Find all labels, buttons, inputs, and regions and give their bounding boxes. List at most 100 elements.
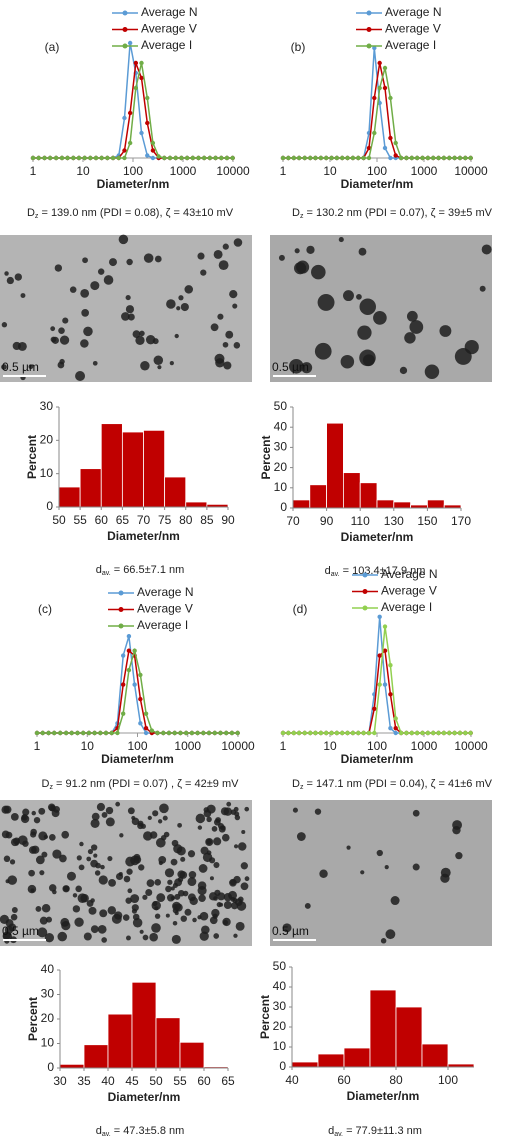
data-point (356, 155, 361, 161)
particle (479, 285, 486, 292)
particle (177, 889, 185, 897)
caption-text: = 130.2 nm (PDI = 0.07), ζ = 39±5 mV (303, 207, 492, 219)
x-tick-label: 50 (52, 513, 66, 527)
legend-marker (122, 27, 128, 32)
particle (241, 829, 246, 835)
particle (79, 841, 84, 847)
data-point (127, 110, 133, 116)
data-point (393, 725, 398, 731)
particle (177, 870, 186, 879)
data-point (196, 155, 201, 161)
data-point (218, 730, 223, 736)
particle (412, 809, 420, 817)
particle (48, 884, 57, 892)
data-point (457, 730, 463, 736)
particle (154, 913, 161, 919)
caption-text: = 77.9±11.3 nm (343, 1125, 422, 1137)
particle (358, 247, 367, 256)
y-tick-label: 20 (274, 460, 288, 474)
bar (292, 499, 311, 509)
particle (39, 870, 45, 876)
particle (184, 285, 193, 294)
x-tick-label: 40 (285, 1073, 299, 1087)
particle (213, 818, 221, 826)
data-point (447, 155, 452, 161)
particle (50, 336, 57, 343)
data-point (65, 155, 70, 161)
data-point (393, 716, 398, 721)
particle (126, 935, 131, 941)
particle (4, 271, 9, 276)
particle (146, 879, 155, 888)
particle (72, 893, 78, 898)
legend-marker (118, 607, 124, 612)
data-point (229, 730, 235, 736)
bar (326, 422, 344, 509)
particle (127, 888, 133, 894)
particle (198, 864, 208, 873)
particle (145, 889, 153, 897)
data-point (468, 730, 473, 736)
data-point (318, 730, 324, 736)
data-point (468, 155, 473, 161)
particle (58, 327, 65, 334)
particle (214, 353, 225, 364)
particle (98, 875, 108, 885)
particle (75, 885, 82, 893)
particle (180, 856, 186, 862)
data-point (404, 730, 409, 736)
particle (184, 908, 192, 916)
data-point (122, 148, 127, 153)
x-tick-label: 80 (179, 513, 193, 527)
data-point (452, 730, 457, 736)
data-point (463, 730, 468, 736)
data-point (318, 155, 324, 161)
particle (20, 293, 26, 299)
particle (424, 364, 440, 379)
data-point (206, 730, 212, 736)
x-axis-title: Diameter/nm (107, 529, 180, 543)
data-point (377, 85, 382, 91)
data-point (382, 85, 388, 91)
particle (108, 258, 117, 267)
particle (2, 931, 13, 942)
legend-label: Average I (141, 38, 192, 52)
series-line (37, 635, 238, 734)
y-tick-label: 10 (41, 1036, 55, 1050)
data-point (334, 155, 340, 161)
x-tick-label: 10 (323, 164, 337, 178)
particle (292, 807, 298, 813)
particle (192, 917, 197, 923)
y-tick-label: 0 (279, 1059, 286, 1073)
data-point (452, 155, 457, 161)
particle (294, 262, 307, 275)
bar (376, 499, 395, 509)
particle (39, 916, 48, 925)
particle (54, 264, 63, 272)
x-axis-title: Diameter/nm (341, 752, 414, 766)
data-point (166, 730, 172, 736)
particle (211, 826, 218, 832)
bar (179, 1041, 205, 1069)
bar (369, 989, 397, 1068)
particle (97, 924, 107, 934)
caption-subscript: z (300, 213, 304, 220)
bar (107, 1013, 133, 1069)
particle (31, 810, 36, 816)
data-point (150, 148, 156, 153)
particle (217, 313, 224, 320)
particle (83, 932, 92, 941)
particle (82, 257, 88, 264)
particle (439, 325, 452, 337)
data-point (143, 725, 149, 731)
caption-subscript: av. (102, 1131, 111, 1138)
particle (103, 275, 114, 285)
y-tick-label: 0 (46, 499, 53, 513)
data-point (213, 155, 218, 161)
data-point (132, 682, 137, 687)
particle (409, 320, 424, 334)
series-line (283, 47, 471, 159)
particle (360, 870, 365, 875)
x-tick-label: 130 (384, 514, 404, 528)
particle (170, 858, 178, 866)
